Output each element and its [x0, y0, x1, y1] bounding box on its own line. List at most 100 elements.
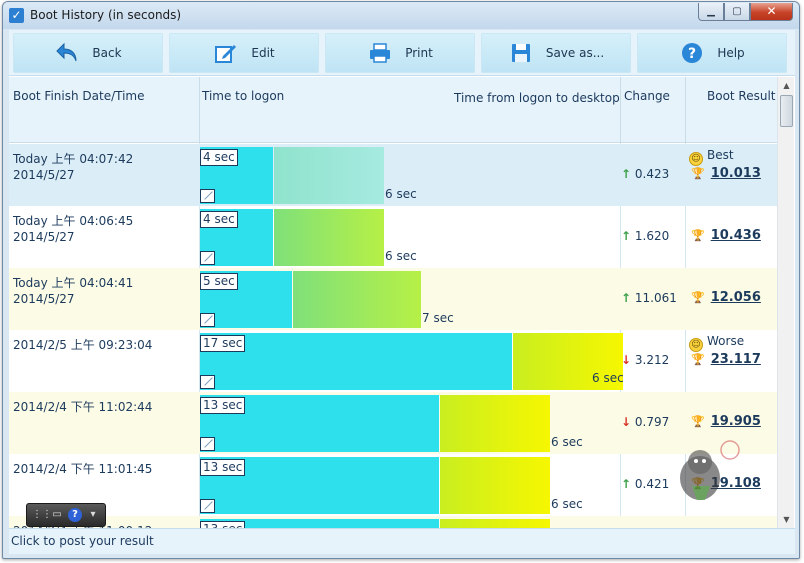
- boot-history-row[interactable]: Today 上午 04:07:42 2014/5/27 4 sec 6 sec ↑ 0.…: [9, 144, 777, 206]
- change-number: 0.423: [634, 167, 670, 181]
- column-header: Boot Finish Date/Time Time to logon Time…: [9, 77, 777, 143]
- boot-result[interactable]: 🏆 23.117: [691, 352, 761, 367]
- boot-history-row[interactable]: 2014/2/4 下午 11:00:1213 sec: [9, 516, 777, 528]
- arrow-down-icon: ↓: [621, 353, 632, 367]
- trophy-icon: 🏆: [691, 167, 705, 180]
- boot-result[interactable]: 🏆 19.905: [691, 414, 761, 429]
- change-number: 11.061: [634, 291, 677, 305]
- edit-note-icon[interactable]: [200, 499, 215, 513]
- floating-mini-toolbar[interactable]: ⋮⋮ ▭ ? ▾: [26, 503, 106, 527]
- change-value: ↑ 0.423: [621, 167, 669, 181]
- edit-note-icon[interactable]: [200, 437, 215, 451]
- help-button[interactable]: ? Help: [637, 33, 787, 73]
- boot-history-row[interactable]: 2014/2/5 上午 09:23:04 17 sec 6 sec ↓ 3.212 ☺ W…: [9, 330, 777, 392]
- vertical-scrollbar[interactable]: ▲ ▼: [777, 77, 794, 528]
- scroll-up-arrow-icon[interactable]: ▲: [783, 81, 790, 90]
- desktop-time-bar: [440, 395, 550, 452]
- desktop-time-bar: [440, 457, 550, 514]
- edit-note-icon[interactable]: [200, 375, 215, 389]
- boot-date: 2014/5/27: [13, 292, 75, 306]
- boot-history-row[interactable]: Today 上午 04:04:41 2014/5/27 5 sec 7 sec ↑ 11…: [9, 268, 777, 330]
- scroll-thumb[interactable]: [780, 95, 793, 127]
- arrow-up-icon: ↑: [621, 229, 632, 243]
- boot-result-value[interactable]: 12.056: [710, 290, 761, 305]
- boot-date-time: 2014/2/4 下午 11:01:45: [13, 462, 153, 476]
- app-check-icon: ✓: [9, 8, 24, 23]
- edit-note-icon[interactable]: [200, 313, 215, 327]
- boot-result-value[interactable]: 19.108: [710, 476, 761, 491]
- boot-history-row[interactable]: 2014/2/4 下午 11:02:44 13 sec 6 sec ↓ 0.797 🏆 1…: [9, 392, 777, 454]
- logon-time-label: 5 sec: [200, 273, 238, 290]
- change-value: ↑ 11.061: [621, 291, 677, 305]
- close-button[interactable]: ✕: [750, 3, 793, 21]
- smiley-icon: ☺: [689, 338, 703, 352]
- boot-result[interactable]: 🏆 10.013: [691, 166, 761, 181]
- title-bar[interactable]: ✓ Boot History (in seconds) ▁ ▢ ✕: [3, 2, 799, 29]
- col-header-result[interactable]: Boot Result: [707, 89, 776, 103]
- edit-note-icon[interactable]: [200, 189, 215, 203]
- edit-button[interactable]: Edit: [169, 33, 319, 73]
- change-number: 3.212: [634, 353, 670, 367]
- col-header-change[interactable]: Change: [624, 89, 670, 103]
- boot-result-value[interactable]: 23.117: [710, 352, 761, 367]
- desktop-time-label: 6 sec: [385, 187, 417, 201]
- boot-result[interactable]: 🏆 10.436: [691, 228, 761, 243]
- desktop-time-bar: [293, 271, 421, 328]
- status-bar[interactable]: Click to post your result: [9, 528, 795, 554]
- maximize-button[interactable]: ▢: [724, 3, 750, 21]
- logon-time-label: 17 sec: [200, 335, 246, 352]
- trophy-icon: 🏆: [691, 229, 705, 242]
- back-button[interactable]: Back: [13, 33, 163, 73]
- window-title: Boot History (in seconds): [30, 8, 182, 22]
- boot-date-time: Today 上午 04:06:45: [13, 214, 134, 228]
- desktop-time-label: 6 sec: [592, 371, 624, 385]
- col-header-desktop[interactable]: Time from logon to desktop: [454, 91, 620, 105]
- minimize-button[interactable]: ▁: [698, 3, 724, 21]
- client-area: Back Edit Print Save as...: [9, 30, 795, 554]
- col-header-logon[interactable]: Time to logon: [202, 89, 285, 103]
- grip-icon[interactable]: ⋮⋮: [32, 509, 52, 520]
- save-as-label: Save as...: [545, 46, 605, 60]
- arrow-up-icon: ↑: [621, 291, 632, 305]
- back-arrow-icon: [54, 40, 80, 66]
- edit-label: Edit: [251, 46, 275, 60]
- watermark-logo: [670, 428, 754, 512]
- help-circle-icon[interactable]: ?: [68, 508, 82, 522]
- boot-history-row[interactable]: Today 上午 04:06:45 2014/5/27 4 sec 6 sec ↑ 1.…: [9, 206, 777, 268]
- edit-note-icon[interactable]: [200, 251, 215, 265]
- header-divider: [199, 77, 200, 143]
- printer-icon: [367, 40, 393, 66]
- help-icon: ?: [679, 40, 705, 66]
- boot-result[interactable]: 🏆 12.056: [691, 290, 761, 305]
- desktop-time-label: 6 sec: [551, 435, 583, 449]
- change-number: 0.421: [634, 477, 670, 491]
- back-label: Back: [92, 46, 122, 60]
- desktop-time-bar: [274, 147, 384, 204]
- header-divider: [685, 77, 686, 143]
- print-label: Print: [405, 46, 433, 60]
- dropdown-icon[interactable]: ▾: [90, 509, 96, 520]
- arrow-up-icon: ↑: [621, 477, 632, 491]
- post-result-link[interactable]: Click to post your result: [11, 534, 154, 548]
- save-as-button[interactable]: Save as...: [481, 33, 631, 73]
- col-header-date[interactable]: Boot Finish Date/Time: [13, 89, 145, 103]
- boot-result-value[interactable]: 10.013: [710, 166, 761, 181]
- trophy-icon: 🏆: [691, 291, 705, 304]
- boot-result-value[interactable]: 10.436: [710, 228, 761, 243]
- edit-icon: [213, 40, 239, 66]
- scroll-down-arrow-icon[interactable]: ▼: [783, 515, 790, 524]
- change-value: ↑ 0.421: [621, 477, 669, 491]
- print-button[interactable]: Print: [325, 33, 475, 73]
- arrow-up-icon: ↑: [621, 167, 632, 181]
- boot-history-list: Today 上午 04:07:42 2014/5/27 4 sec 6 sec ↑ 0.…: [9, 143, 777, 528]
- arrow-down-icon: ↓: [621, 415, 632, 429]
- window-controls: ▁ ▢ ✕: [698, 3, 793, 21]
- logon-time-label: 13 sec: [200, 397, 246, 414]
- boot-result-value[interactable]: 19.905: [710, 414, 761, 429]
- keyboard-icon[interactable]: ▭: [52, 509, 62, 520]
- logon-time-label: 13 sec: [200, 459, 246, 476]
- change-value: ↓ 3.212: [621, 353, 669, 367]
- desktop-time-bar: [274, 209, 384, 266]
